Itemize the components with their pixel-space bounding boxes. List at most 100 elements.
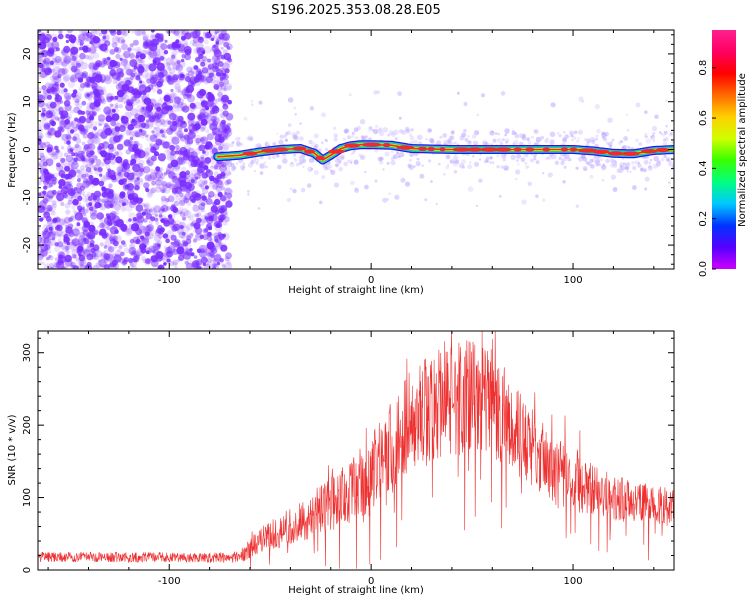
noise-point <box>121 115 126 120</box>
noise-point <box>73 127 78 132</box>
noise-point <box>102 141 110 149</box>
noise-point <box>212 183 219 190</box>
noise-point <box>58 170 65 177</box>
noise-point <box>159 206 165 212</box>
faint-point <box>549 131 556 138</box>
noise-point <box>64 104 72 112</box>
noise-point <box>173 78 181 85</box>
faint-point <box>496 165 500 169</box>
faint-point <box>323 164 326 167</box>
noise-point <box>176 157 184 166</box>
noise-point <box>57 197 62 202</box>
noise-point <box>38 49 46 58</box>
faint-point <box>238 137 241 140</box>
noise-point <box>69 109 74 114</box>
noise-point <box>145 120 154 129</box>
noise-point <box>38 192 42 197</box>
faint-point <box>349 161 353 164</box>
noise-point <box>116 143 124 151</box>
noise-point <box>192 36 200 44</box>
faint-point <box>276 153 280 158</box>
noise-point <box>132 39 139 46</box>
noise-point <box>88 179 94 185</box>
noise-point <box>105 115 113 123</box>
noise-point <box>213 98 219 105</box>
noise-point <box>136 201 141 206</box>
noise-point <box>179 171 187 179</box>
noise-point <box>103 245 108 249</box>
noise-point <box>49 101 57 109</box>
noise-point <box>198 244 208 254</box>
faint-point <box>501 153 507 159</box>
noise-point <box>38 163 42 167</box>
noise-point <box>134 179 140 186</box>
noise-point <box>223 262 232 269</box>
ridge-peak <box>315 155 325 160</box>
noise-point <box>79 46 83 51</box>
noise-point <box>67 160 75 168</box>
noise-point <box>49 230 53 235</box>
faint-point <box>451 130 455 134</box>
noise-point <box>191 260 200 268</box>
noise-point <box>189 39 196 46</box>
faint-point <box>635 102 641 108</box>
noise-point <box>38 51 45 58</box>
noise-point <box>79 231 86 238</box>
noise-point <box>98 263 103 268</box>
faint-point <box>404 126 410 132</box>
noise-point <box>195 137 201 144</box>
noise-point <box>183 173 190 180</box>
noise-point <box>151 180 157 186</box>
faint-point <box>264 141 270 147</box>
noise-point <box>219 257 224 263</box>
faint-point <box>265 142 268 145</box>
noise-point <box>159 167 164 172</box>
noise-point <box>52 46 59 52</box>
noise-point <box>71 248 79 256</box>
noise-point <box>135 53 144 62</box>
faint-point <box>293 153 296 157</box>
noise-point <box>123 65 128 70</box>
noise-point <box>158 213 163 218</box>
noise-point <box>101 252 107 258</box>
noise-point <box>195 126 199 130</box>
ridge-peak <box>466 147 483 152</box>
noise-point <box>129 53 135 59</box>
noise-point <box>201 186 205 190</box>
faint-point <box>276 132 279 135</box>
noise-point <box>122 141 128 147</box>
noise-point <box>129 243 136 250</box>
noise-point <box>141 106 145 110</box>
faint-point <box>639 168 643 171</box>
noise-point <box>197 115 204 121</box>
noise-point <box>92 264 100 269</box>
noise-point <box>43 170 49 175</box>
noise-point <box>145 176 150 181</box>
noise-point <box>155 166 161 172</box>
noise-point <box>44 247 49 252</box>
faint-point <box>308 139 313 145</box>
noise-point <box>127 51 136 60</box>
faint-point <box>598 163 601 166</box>
faint-point <box>347 135 351 140</box>
noise-point <box>182 105 190 113</box>
noise-point <box>174 41 180 47</box>
noise-point <box>81 72 87 79</box>
faint-point <box>256 143 262 149</box>
noise-point <box>216 261 221 266</box>
noise-point <box>220 96 229 105</box>
noise-point <box>101 197 108 204</box>
noise-point <box>141 113 147 118</box>
noise-point <box>186 137 194 145</box>
noise-point <box>155 171 160 176</box>
noise-point <box>151 30 155 33</box>
noise-point <box>157 243 161 248</box>
noise-point <box>135 204 144 212</box>
snr-x-tick-label: -100 <box>158 576 181 587</box>
noise-point <box>88 55 93 60</box>
noise-point <box>136 104 145 113</box>
noise-point <box>46 103 51 109</box>
noise-point <box>126 196 135 205</box>
noise-point <box>202 105 212 114</box>
